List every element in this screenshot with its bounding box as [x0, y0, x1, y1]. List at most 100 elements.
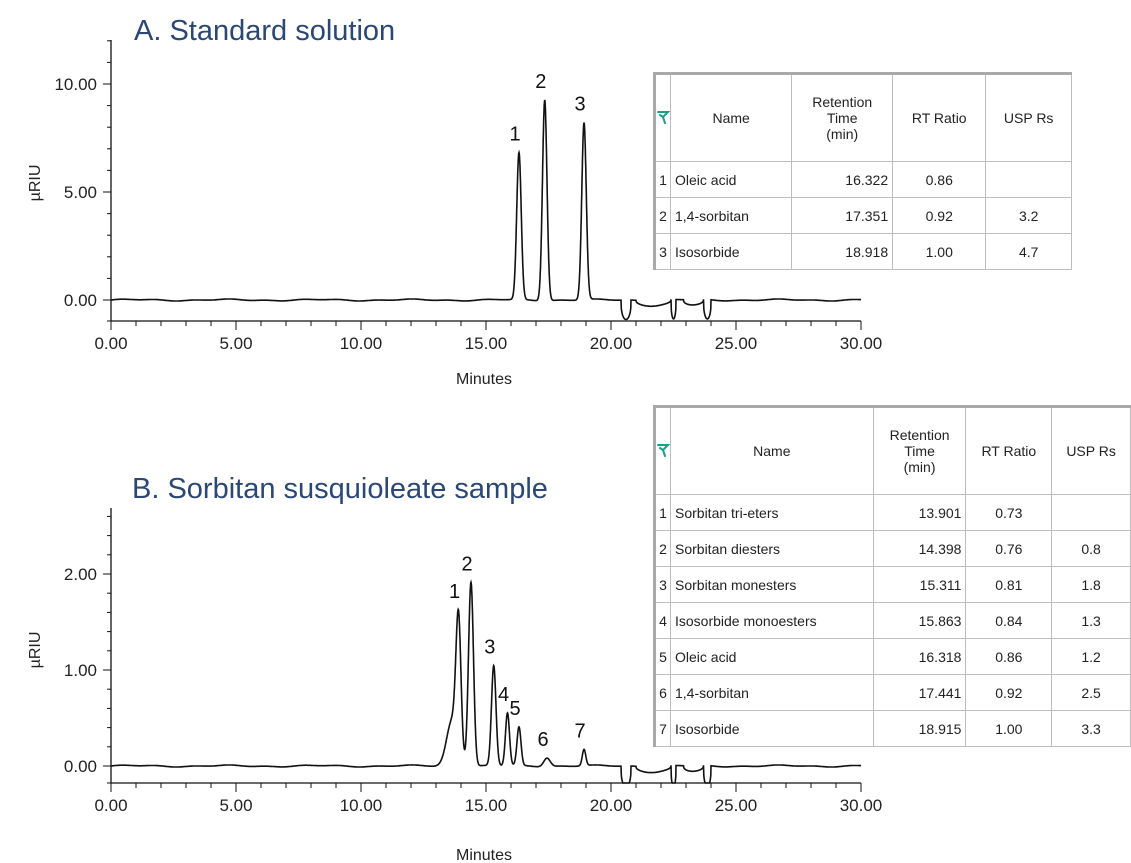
panel-b-title: B. Sorbitan susquioleate sample — [132, 473, 548, 505]
header-line: (min) — [826, 126, 859, 142]
panel-a-y-tick-label: 5.00 — [64, 183, 97, 202]
table-row: 1 Oleic acid 16.322 0.86 — [654, 161, 1072, 198]
cell-rt: 18.915 — [873, 710, 967, 747]
cell-name: Sorbitan tri-eters — [670, 494, 874, 531]
panel-a-x-tick-label: 15.00 — [465, 334, 508, 353]
panel-b-trace — [110, 579, 861, 784]
panel-b-peak-label: 2 — [461, 553, 472, 575]
panel-a-peak-labels: 1 2 3 — [509, 71, 585, 145]
cell-name: Sorbitan monesters — [670, 566, 874, 603]
cell-rs: 3.3 — [1051, 710, 1131, 747]
cell-index: 6 — [654, 674, 671, 711]
cell-name: 1,4-sorbitan — [670, 197, 793, 234]
panel-b-peak-label: 4 — [498, 684, 509, 706]
panel-a-x-tick-label: 30.00 — [840, 334, 883, 353]
peak-table-a-header-row: Name Retention Time (min) RT Ratio USP Rs — [654, 73, 1072, 162]
cell-rs: 1.8 — [1051, 566, 1131, 603]
header-line: USP Rs — [1066, 443, 1116, 459]
cell-name: Oleic acid — [670, 638, 874, 675]
cell-name: Oleic acid — [670, 161, 793, 198]
panel-a-peak-label: 1 — [509, 123, 520, 145]
table-row: 4 Isosorbide monoesters 15.863 0.84 1.3 — [654, 602, 1131, 639]
panel-b-peak-labels: 12 3 456 7 — [449, 553, 586, 751]
cell-index: 1 — [654, 494, 671, 531]
panel-b-y-tick-label: 0.00 — [64, 757, 97, 776]
cell-rt: 17.351 — [791, 197, 894, 234]
panel-a-axes: 0.00 5.00 10.00 15.00 20.00 25.00 30.00 0.00 5.0… — [54, 40, 882, 353]
peak-table-b: Name Retention Time (min) RT Ratio USP Rs 1 So… — [653, 405, 1131, 747]
table-column-header: Retention Time (min) — [873, 406, 967, 495]
panel-a-x-tick-label: 10.00 — [340, 334, 383, 353]
chart-panel-a: A. Standard solution 0.00 5.00 10.00 15.00 2… — [27, 15, 882, 388]
cell-rs — [985, 161, 1072, 198]
cell-index: 3 — [654, 566, 671, 603]
panel-b-y-tick-label: 2.00 — [64, 565, 97, 584]
table-corner-icon — [654, 406, 671, 495]
panel-a-title: A. Standard solution — [134, 15, 395, 47]
panel-a-y-axis-label: µRIU — [27, 165, 44, 202]
table-corner-icon — [654, 73, 671, 162]
cell-rt: 17.441 — [873, 674, 967, 711]
cell-ratio: 0.86 — [892, 161, 987, 198]
cell-ratio: 0.86 — [965, 638, 1053, 675]
cell-rs: 4.7 — [985, 233, 1072, 270]
cell-rs: 1.2 — [1051, 638, 1131, 675]
cell-rs: 0.8 — [1051, 530, 1131, 567]
panel-b-peak-label: 5 — [509, 698, 520, 720]
panel-b-x-tick-label: 25.00 — [715, 796, 758, 815]
panel-b-peak-label: 6 — [537, 729, 548, 751]
cell-rt: 16.318 — [873, 638, 967, 675]
panel-a-y-tick-label: 10.00 — [54, 75, 97, 94]
panel-b-y-tick-label: 1.00 — [64, 661, 97, 680]
header-line: (min) — [903, 459, 936, 475]
cell-ratio: 0.84 — [965, 602, 1053, 639]
header-line: Time — [826, 110, 858, 126]
table-column-header: RT Ratio — [892, 73, 987, 162]
panel-b-x-tick-label: 0.00 — [94, 796, 127, 815]
cell-index: 3 — [654, 233, 671, 270]
table-column-header: USP Rs — [1051, 406, 1131, 495]
header-line: USP Rs — [1003, 110, 1054, 126]
table-row: 6 1,4-sorbitan 17.441 0.92 2.5 — [654, 674, 1131, 711]
panel-b-peak-label: 1 — [449, 581, 460, 603]
cell-ratio: 0.73 — [965, 494, 1053, 531]
cell-rs: 2.5 — [1051, 674, 1131, 711]
table-row: 2 1,4-sorbitan 17.351 0.92 3.2 — [654, 197, 1072, 234]
header-line: Name — [712, 110, 750, 126]
header-line: Name — [753, 443, 791, 459]
cell-rt: 15.863 — [873, 602, 967, 639]
table-column-header: RT Ratio — [965, 406, 1053, 495]
cell-index: 7 — [654, 710, 671, 747]
cell-rs: 3.2 — [985, 197, 1072, 234]
cell-name: 1,4-sorbitan — [670, 674, 874, 711]
panel-b-peak-label: 7 — [574, 720, 585, 742]
table-column-header: USP Rs — [985, 73, 1072, 162]
header-line: Retention — [812, 94, 873, 110]
panel-a-x-tick-label: 0.00 — [94, 334, 127, 353]
header-line: Time — [904, 443, 935, 459]
cell-index: 2 — [654, 530, 671, 567]
cell-name: Isosorbide monoesters — [670, 602, 874, 639]
panel-a-trace — [110, 99, 861, 321]
panel-b-x-tick-label: 10.00 — [340, 796, 383, 815]
header-line: RT Ratio — [981, 443, 1037, 459]
cell-ratio: 1.00 — [892, 233, 987, 270]
table-row: 3 Isosorbide 18.918 1.00 4.7 — [654, 233, 1072, 270]
table-row: 7 Isosorbide 18.915 1.00 3.3 — [654, 710, 1131, 747]
panel-b-x-tick-label: 15.00 — [465, 796, 508, 815]
cell-index: 2 — [654, 197, 671, 234]
cell-rt: 15.311 — [873, 566, 967, 603]
panel-a-x-tick-label: 5.00 — [219, 334, 252, 353]
table-column-header: Name — [670, 406, 874, 495]
panel-b-axes: 0.00 5.00 10.00 15.00 20.00 25.00 30.00 0.00 1.0… — [64, 508, 882, 815]
panel-b-peak-label: 3 — [484, 637, 495, 659]
cell-name: Isosorbide — [670, 710, 874, 747]
cell-index: 5 — [654, 638, 671, 675]
panel-b-x-tick-label: 30.00 — [840, 796, 883, 815]
peak-table-a-body: 1 Oleic acid 16.322 0.86 2 1,4-sorbitan 17.351… — [654, 161, 1072, 270]
cell-ratio: 0.81 — [965, 566, 1053, 603]
cell-ratio: 1.00 — [965, 710, 1053, 747]
cell-index: 1 — [654, 161, 671, 198]
cell-name: Isosorbide — [670, 233, 793, 270]
